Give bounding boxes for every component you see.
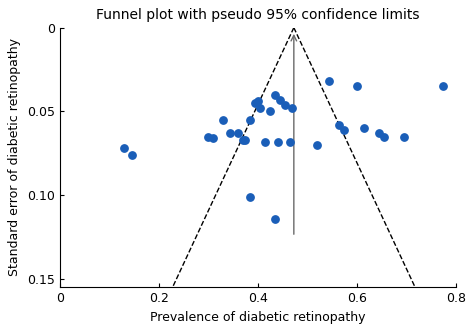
Point (239, 137, 246, 142)
Point (340, 127, 348, 132)
Y-axis label: Standard error of diabetic retinopathy: Standard error of diabetic retinopathy (9, 39, 21, 277)
Point (234, 130, 242, 136)
Point (276, 97, 284, 102)
Point (246, 117, 254, 123)
Point (400, 134, 408, 139)
Point (242, 137, 249, 142)
Point (256, 105, 264, 111)
Point (336, 122, 343, 127)
Point (273, 139, 281, 144)
Point (286, 139, 294, 144)
Point (227, 130, 234, 136)
Point (251, 100, 259, 106)
Point (219, 117, 227, 123)
Point (375, 130, 383, 136)
Point (380, 134, 388, 139)
Point (210, 135, 217, 141)
Point (289, 105, 296, 111)
Point (271, 216, 279, 221)
Point (204, 134, 212, 139)
Point (360, 125, 368, 131)
Point (281, 102, 289, 107)
Point (313, 142, 321, 147)
Point (353, 84, 361, 89)
Point (326, 79, 333, 84)
Title: Funnel plot with pseudo 95% confidence limits: Funnel plot with pseudo 95% confidence l… (96, 8, 419, 22)
Point (439, 84, 447, 89)
Point (271, 92, 279, 97)
X-axis label: Prevalence of diabetic retinopathy: Prevalence of diabetic retinopathy (150, 311, 365, 324)
Point (254, 99, 262, 104)
Point (266, 109, 274, 114)
Point (120, 146, 128, 151)
Point (261, 139, 269, 144)
Point (246, 194, 254, 200)
Point (128, 152, 135, 158)
